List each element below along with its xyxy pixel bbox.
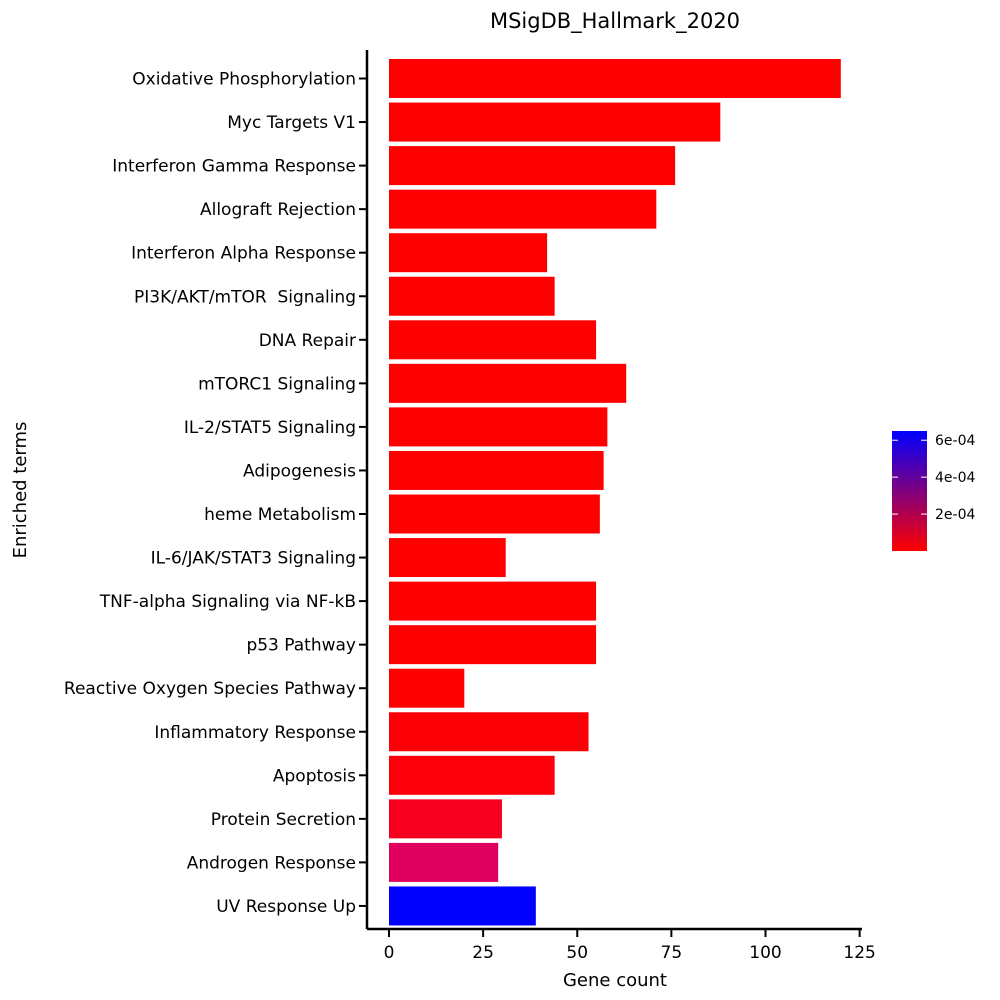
bar: [389, 102, 721, 142]
x-tick-label: 25: [472, 943, 494, 963]
category-label: p53 Pathway: [246, 636, 356, 656]
category-label: DNA Repair: [259, 331, 356, 351]
colorbar-tick-label: 6e-04: [935, 433, 975, 449]
bar: [389, 799, 502, 839]
category-label: Interferon Gamma Response: [112, 157, 356, 177]
category-label: Reactive Oxygen Species Pathway: [64, 679, 356, 699]
bar: [389, 320, 597, 360]
bar: [389, 233, 548, 273]
category-labels: Oxidative Phosphorylation Myc Targets V1 I…: [64, 70, 356, 917]
x-axis-ticks: 0 25 50 75 100 125: [384, 929, 876, 963]
bar: [389, 668, 465, 708]
bar: [389, 712, 589, 752]
category-label: mTORC1 Signaling: [198, 374, 356, 394]
category-label: Androgen Response: [187, 853, 356, 873]
chart-title: MSigDB_Hallmark_2020: [490, 9, 740, 34]
colorbar-ticks: 2e-04 4e-04 6e-04: [892, 433, 975, 523]
bar: [389, 276, 555, 316]
x-tick-label: 125: [843, 943, 875, 963]
bar: [389, 494, 600, 534]
category-label: Interferon Alpha Response: [131, 244, 356, 264]
y-axis-title: Enriched terms: [10, 422, 31, 559]
category-label: Apoptosis: [273, 766, 356, 786]
category-label: heme Metabolism: [204, 505, 356, 525]
bar: [389, 146, 676, 186]
category-label: TNF-alpha Signaling via NF-kB: [99, 592, 356, 612]
bar: [389, 755, 555, 795]
bar: [389, 538, 506, 578]
y-axis-ticks: [359, 77, 367, 907]
category-label: PI3K/AKT/mTOR Signaling: [134, 287, 356, 307]
bar: [389, 189, 657, 229]
bar: [389, 59, 841, 98]
bar: [389, 625, 597, 665]
category-label: Inflammatory Response: [154, 723, 356, 743]
bar: [389, 450, 604, 490]
category-label: Protein Secretion: [211, 810, 356, 830]
x-tick-label: 50: [566, 943, 588, 963]
bar: [389, 842, 499, 882]
colorbar-tick-label: 2e-04: [935, 507, 975, 523]
bar: [389, 581, 597, 621]
x-tick-label: 75: [661, 943, 683, 963]
category-label: Allograft Rejection: [200, 200, 356, 220]
bar: [389, 363, 627, 403]
category-label: Oxidative Phosphorylation: [132, 70, 356, 90]
bar: [389, 886, 536, 926]
bars: [389, 59, 841, 926]
x-tick-label: 0: [384, 943, 395, 963]
category-label: Adipogenesis: [243, 461, 356, 481]
colorbar-tick-label: 4e-04: [935, 470, 975, 486]
category-label: Myc Targets V1: [227, 113, 356, 133]
color-legend: 2e-04 4e-04 6e-04: [892, 431, 975, 551]
category-label: IL-6/JAK/STAT3 Signaling: [151, 549, 356, 569]
category-label: IL-2/STAT5 Signaling: [184, 418, 356, 438]
x-tick-label: 100: [749, 943, 781, 963]
bar: [389, 407, 608, 447]
category-label: UV Response Up: [216, 897, 356, 917]
colorbar-gradient: [892, 431, 927, 551]
x-axis-title: Gene count: [563, 970, 667, 991]
